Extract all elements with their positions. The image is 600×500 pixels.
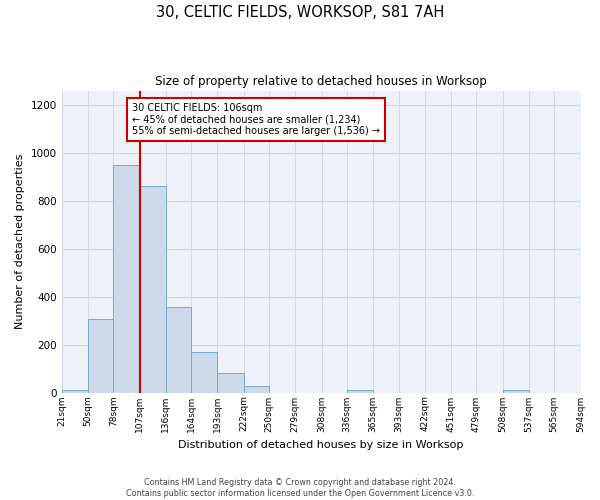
Bar	[88, 320, 113, 392]
Bar	[503, 390, 529, 392]
Text: 30, CELTIC FIELDS, WORKSOP, S81 7AH: 30, CELTIC FIELDS, WORKSOP, S81 7AH	[156, 5, 444, 20]
Bar	[191, 352, 217, 393]
Bar	[62, 390, 88, 392]
Title: Size of property relative to detached houses in Worksop: Size of property relative to detached ho…	[155, 75, 487, 88]
X-axis label: Distribution of detached houses by size in Worksop: Distribution of detached houses by size …	[178, 440, 464, 450]
Text: 30 CELTIC FIELDS: 106sqm
← 45% of detached houses are smaller (1,234)
55% of sem: 30 CELTIC FIELDS: 106sqm ← 45% of detach…	[132, 102, 380, 136]
Bar	[113, 165, 140, 392]
Y-axis label: Number of detached properties: Number of detached properties	[15, 154, 25, 329]
Text: Contains HM Land Registry data © Crown copyright and database right 2024.
Contai: Contains HM Land Registry data © Crown c…	[126, 478, 474, 498]
Bar	[347, 390, 373, 392]
Bar	[217, 373, 244, 392]
Bar	[244, 386, 269, 392]
Bar	[166, 308, 191, 392]
Bar	[140, 186, 166, 392]
